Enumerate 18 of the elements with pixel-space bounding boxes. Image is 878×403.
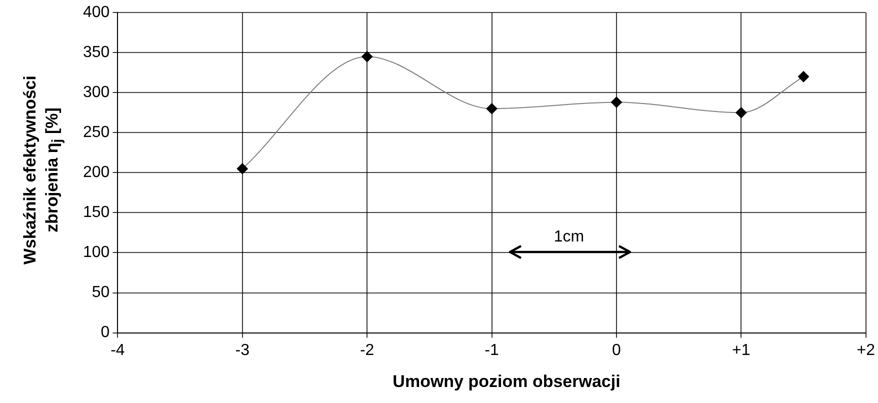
x-tick-label: -4 (110, 342, 125, 359)
y-tick-label: 250 (82, 124, 110, 142)
x-tick-label: -2 (360, 342, 374, 359)
y-tick-label: 400 (82, 4, 110, 22)
x-axis-title: Umowny poziom obserwacji (392, 372, 622, 392)
x-tick-label: -1 (484, 342, 499, 359)
x-tick-label: +2 (856, 342, 876, 359)
y-tick-label: 50 (92, 284, 110, 302)
y-tick-label: 350 (82, 44, 110, 62)
x-tick-label: +1 (732, 342, 750, 359)
y-tick-label: 200 (82, 164, 110, 182)
y-tick-label: 0 (100, 324, 110, 342)
y-tick-label: 150 (82, 204, 110, 222)
y-tick-label: 100 (82, 244, 110, 262)
x-tick-label: -3 (235, 342, 250, 359)
x-tick-label: 0 (612, 342, 622, 359)
y-tick-label: 300 (82, 84, 110, 102)
annotation: 1cm (554, 228, 584, 246)
